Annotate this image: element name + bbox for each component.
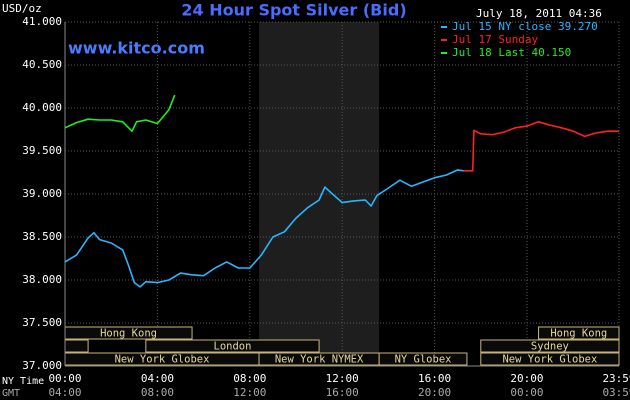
gmt-tick-label: 12:00: [233, 386, 266, 399]
gmt-tick-label: 16:00: [326, 386, 359, 399]
y-tick-label: 40.000: [22, 101, 62, 114]
legend-label: Jul 18 Last 40.150: [452, 46, 571, 59]
timestamp: July 18, 2011 04:36: [476, 7, 602, 20]
gmt-tick-label: 20:00: [418, 386, 451, 399]
gmt-tick-label: 08:00: [141, 386, 174, 399]
session-label: Hong Kong: [550, 328, 607, 340]
series-line: [463, 121, 619, 172]
x-tick-label: 23:59: [602, 372, 630, 385]
session-label: New York NYMEX: [275, 354, 364, 366]
x-tick-label: 00:00: [48, 372, 81, 385]
gmt-tick-label: 04:00: [48, 386, 81, 399]
legend-label: Jul 15 NY close 39.270: [452, 20, 598, 33]
session-box: [480, 352, 620, 366]
session-box: [480, 339, 620, 353]
session-box: [378, 352, 468, 366]
y-tick-label: 40.500: [22, 58, 62, 71]
session-box: [145, 339, 320, 353]
gmt-tick-label: 03:59: [602, 386, 630, 399]
y-tick-label: 41.000: [22, 15, 62, 28]
session-label: New York Globex: [115, 354, 210, 366]
x-tick-label: 08:00: [233, 372, 266, 385]
y-tick-label: 37.000: [22, 359, 62, 372]
x-tick-label: 04:00: [141, 372, 174, 385]
session-box: [64, 339, 89, 353]
y-tick-label: 38.000: [22, 273, 62, 286]
x-axis-label: NY Time: [2, 376, 44, 387]
legend-label: Jul 17 Sunday: [452, 33, 538, 46]
gmt-tick-label: 00:00: [510, 386, 543, 399]
x-tick-label: 12:00: [326, 372, 359, 385]
x2-axis-label: GMT: [2, 388, 20, 399]
y-unit-label: USD/oz: [2, 2, 42, 15]
shaded-session: [259, 22, 380, 366]
session-label: New York Globex: [502, 354, 597, 366]
y-tick-label: 39.500: [22, 144, 62, 157]
source: www.kitco.com: [68, 39, 205, 58]
session-label: NY Globex: [395, 354, 452, 366]
y-tick-label: 37.500: [22, 316, 62, 329]
session-label: London: [214, 341, 252, 353]
series-line: [64, 94, 176, 132]
series-line: [64, 169, 464, 288]
session-label: Sydney: [531, 341, 569, 353]
session-label: Hong Kong: [100, 328, 157, 340]
y-tick-label: 39.000: [22, 187, 62, 200]
x-tick-label: 16:00: [418, 372, 451, 385]
session-box: [538, 326, 620, 340]
y-tick-label: 38.500: [22, 230, 62, 243]
x-tick-label: 20:00: [510, 372, 543, 385]
chart-title: 24 Hour Spot Silver (Bid): [181, 1, 406, 20]
